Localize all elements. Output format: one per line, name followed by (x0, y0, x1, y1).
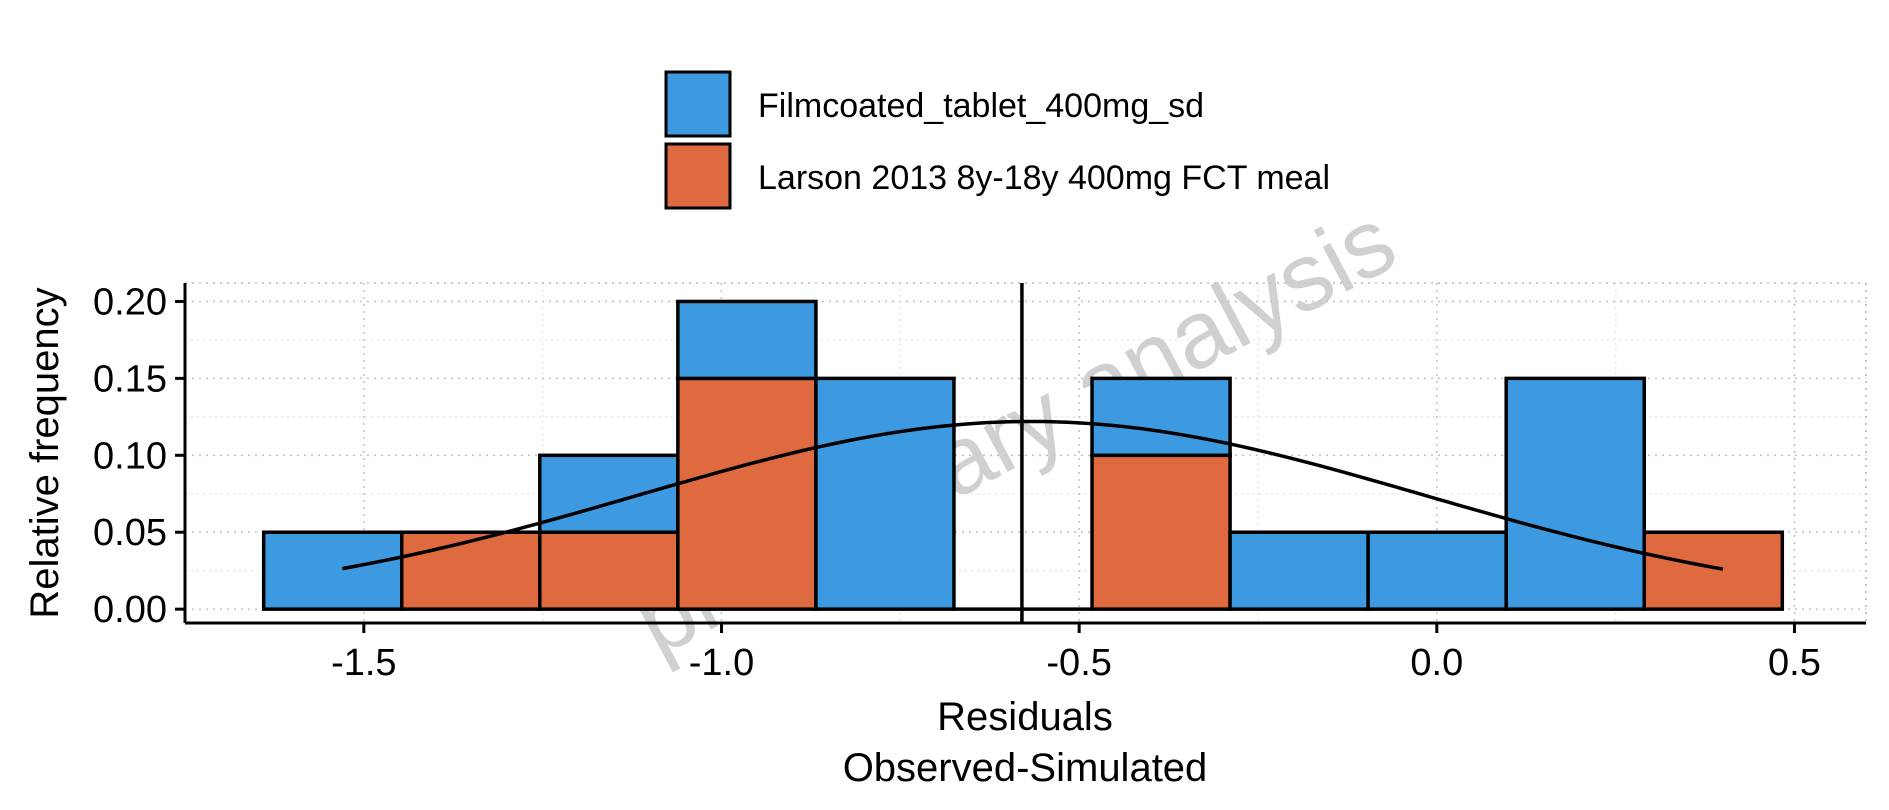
x-tick-label: -1.0 (689, 642, 754, 684)
x-tick-label: -1.5 (331, 642, 396, 684)
bar-larson (676, 376, 818, 611)
legend: Filmcoated_tablet_400mg_sd Larson 2013 8… (664, 70, 1330, 210)
legend-label-larson: Larson 2013 8y-18y 400mg FCT meal (758, 159, 1330, 197)
bar-filmcoated (1366, 530, 1508, 611)
x-axis-subtitle: Observed-Simulated (843, 746, 1208, 790)
bar-filmcoated (1504, 376, 1647, 611)
x-axis-title: Residuals (937, 695, 1113, 739)
bar-filmcoated (261, 530, 404, 611)
bar-filmcoated (1228, 530, 1370, 611)
legend-swatch-larson (664, 142, 732, 210)
y-tick-label: 0.15 (93, 358, 167, 400)
x-tick-label: 0.0 (1410, 642, 1463, 684)
bar-filmcoated (676, 299, 818, 381)
y-tick-label: 0.10 (93, 435, 167, 477)
bar-larson (1090, 453, 1232, 611)
legend-label-filmcoated: Filmcoated_tablet_400mg_sd (758, 87, 1204, 125)
bar-larson (538, 530, 680, 611)
x-tick-label: 0.5 (1768, 642, 1821, 684)
normal-distribution-curve (342, 419, 1724, 571)
bars (261, 299, 1785, 611)
y-tick-label: 0.20 (93, 281, 167, 323)
y-tick-label: 0.00 (93, 589, 167, 631)
x-tick-label: -0.5 (1046, 642, 1111, 684)
bar-larson (1642, 530, 1785, 611)
axes: 0.00 0.05 0.10 0.15 0.20 -1.5 -1.0 -0.5 0.0 0.5 (93, 281, 1866, 684)
bar-filmcoated (1090, 376, 1232, 458)
bar-larson (399, 530, 542, 611)
y-tick-label: 0.05 (93, 512, 167, 554)
y-axis-title: Relative frequency (23, 287, 67, 618)
legend-swatch-filmcoated (664, 70, 732, 138)
bar-filmcoated (538, 453, 680, 534)
bar-filmcoated (814, 376, 956, 611)
